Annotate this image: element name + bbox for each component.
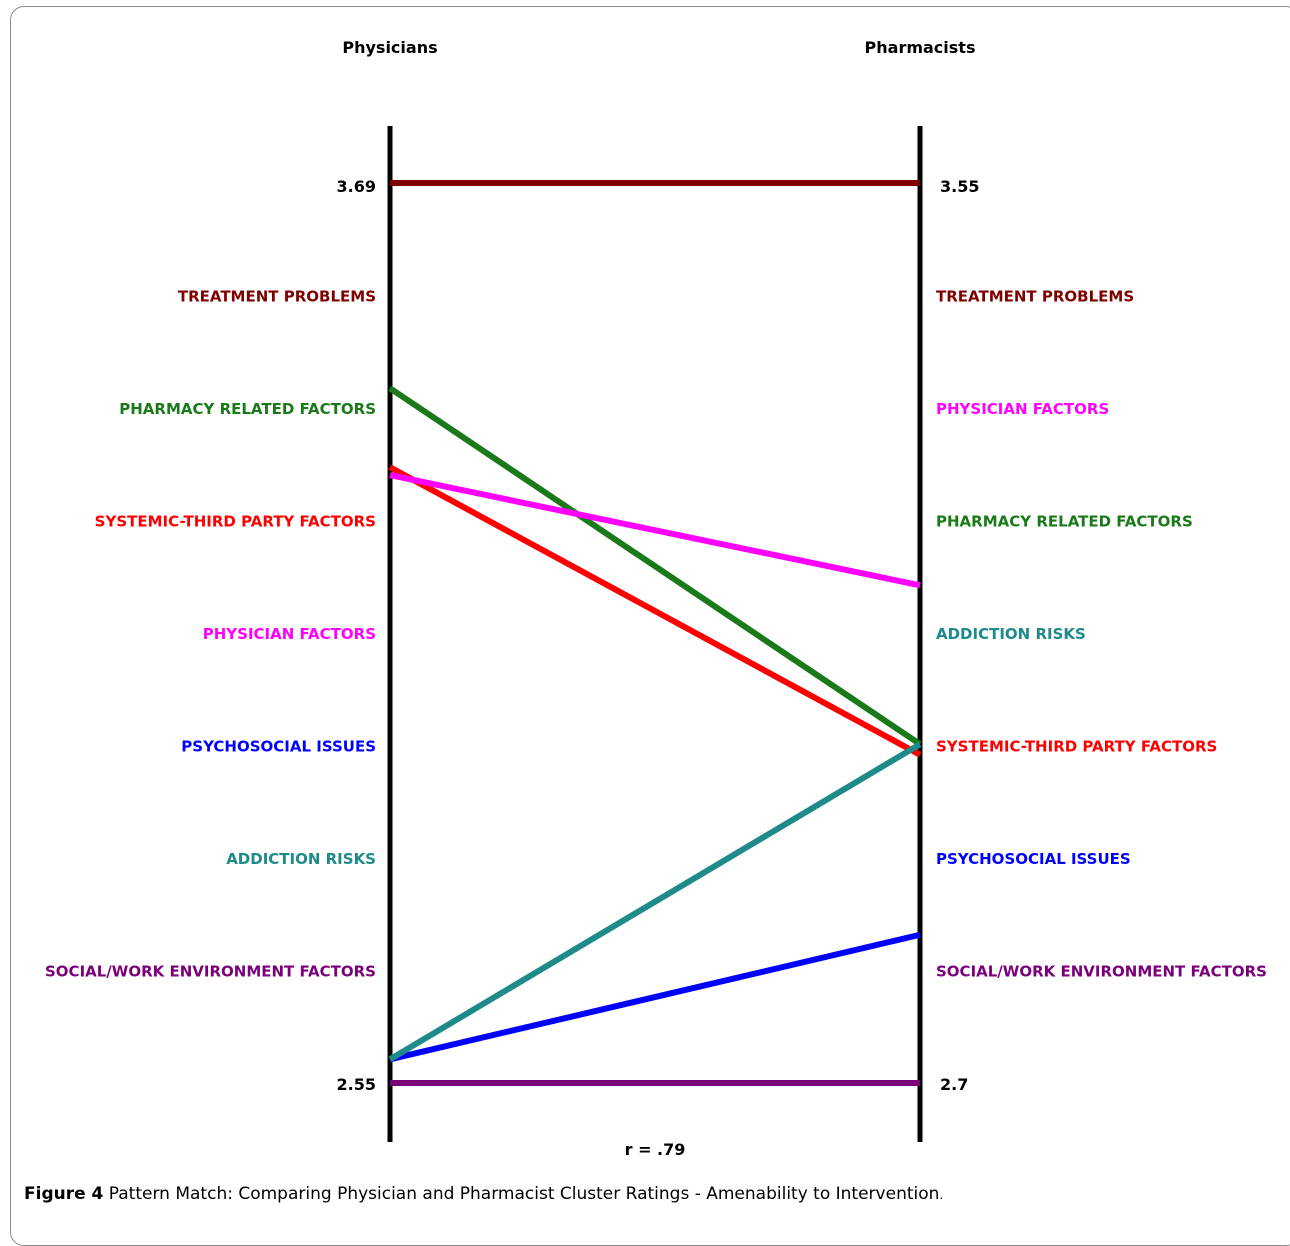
- left-cluster-label-addiction-risks: ADDICTION RISKS: [226, 850, 376, 868]
- right-cluster-label-addiction-risks: ADDICTION RISKS: [936, 625, 1086, 643]
- left-cluster-label-psychosocial-issues: PSYCHOSOCIAL ISSUES: [181, 738, 376, 756]
- left-cluster-label-treatment-problems: TREATMENT PROBLEMS: [178, 288, 376, 306]
- series-line-systemic-third-party-factors: [388, 464, 922, 758]
- right-cluster-label-social-work-environment-factors: SOCIAL/WORK ENVIRONMENT FACTORS: [936, 963, 1267, 981]
- figure-caption: Figure 4 Pattern Match: Comparing Physic…: [24, 1184, 943, 1204]
- left-cluster-label-pharmacy-related-factors: PHARMACY RELATED FACTORS: [119, 400, 376, 418]
- left-min-label: 2.55: [337, 1075, 376, 1094]
- right-cluster-label-treatment-problems: TREATMENT PROBLEMS: [936, 288, 1134, 306]
- right-min-label: 2.7: [940, 1075, 968, 1094]
- right-cluster-label-physician-factors: PHYSICIAN FACTORS: [936, 400, 1109, 418]
- right-cluster-label-pharmacy-related-factors: PHARMACY RELATED FACTORS: [936, 513, 1193, 531]
- left-max-label: 3.69: [337, 177, 376, 196]
- series-line-addiction-risks: [388, 741, 922, 1062]
- right-cluster-label-psychosocial-issues: PSYCHOSOCIAL ISSUES: [936, 850, 1131, 868]
- left-axis-title: Physicians: [342, 38, 437, 57]
- series-line-psychosocial-issues: [389, 931, 921, 1063]
- series-line-physician-factors: [389, 472, 921, 589]
- left-cluster-label-physician-factors: PHYSICIAN FACTORS: [203, 625, 376, 643]
- series-line-pharmacy-related-factors: [388, 385, 922, 747]
- right-max-label: 3.55: [940, 177, 979, 196]
- caption-period: .: [939, 1188, 944, 1202]
- caption-text: Pattern Match: Comparing Physician and P…: [103, 1184, 940, 1204]
- correlation-label: r = .79: [625, 1140, 686, 1159]
- caption-figure-number: Figure 4: [24, 1184, 104, 1204]
- right-axis-title: Pharmacists: [865, 38, 976, 57]
- right-cluster-label-systemic-third-party-factors: SYSTEMIC-THIRD PARTY FACTORS: [936, 738, 1217, 756]
- pattern-match-chart: Physicians Pharmacists 3.69 2.55 3.55 2.…: [45, 38, 1267, 1159]
- left-cluster-label-social-work-environment-factors: SOCIAL/WORK ENVIRONMENT FACTORS: [45, 963, 376, 981]
- left-cluster-label-systemic-third-party-factors: SYSTEMIC-THIRD PARTY FACTORS: [95, 513, 376, 531]
